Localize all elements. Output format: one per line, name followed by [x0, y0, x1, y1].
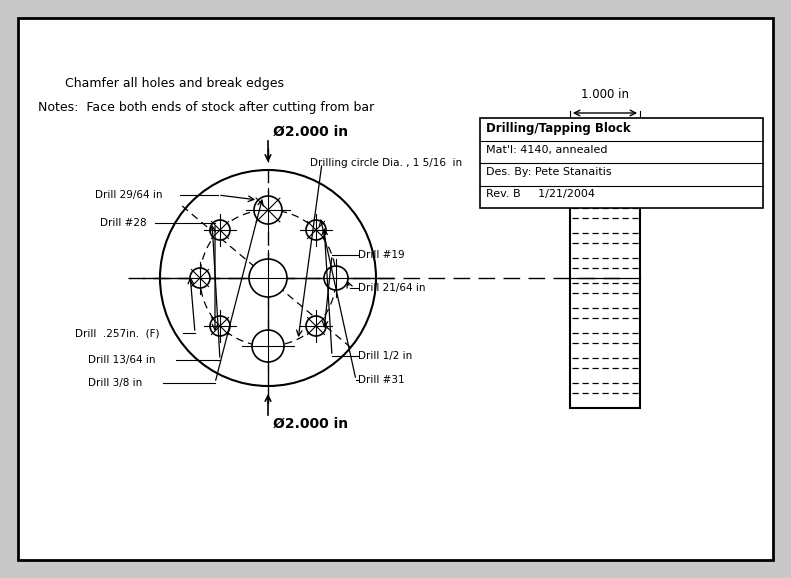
Circle shape [160, 170, 376, 386]
Text: Drill 21/64 in: Drill 21/64 in [358, 283, 426, 293]
Text: Drill #28: Drill #28 [100, 218, 146, 228]
Circle shape [306, 316, 326, 336]
Circle shape [210, 316, 230, 336]
Text: Notes:  Face both ends of stock after cutting from bar: Notes: Face both ends of stock after cut… [38, 102, 374, 114]
Text: Drill 3/8 in: Drill 3/8 in [88, 378, 142, 388]
Circle shape [190, 268, 210, 288]
Text: 1.000 in: 1.000 in [581, 88, 629, 101]
Text: Drill #31: Drill #31 [358, 375, 405, 385]
Bar [480, 118, 763, 208]
Text: Drill 1/2 in: Drill 1/2 in [358, 351, 412, 361]
Text: Des. By: Pete Stanaitis: Des. By: Pete Stanaitis [486, 167, 611, 177]
Text: Ø2.000 in: Ø2.000 in [273, 125, 348, 139]
Circle shape [252, 330, 284, 362]
Text: Mat'l: 4140, annealed: Mat'l: 4140, annealed [486, 144, 607, 154]
Text: Chamfer all holes and break edges: Chamfer all holes and break edges [65, 77, 284, 91]
Text: Drill 13/64 in: Drill 13/64 in [88, 355, 156, 365]
Circle shape [306, 220, 326, 240]
Text: Drilling/Tapping Block: Drilling/Tapping Block [486, 122, 630, 135]
Text: Rev. B     1/21/2004: Rev. B 1/21/2004 [486, 190, 595, 199]
Text: Drill #19: Drill #19 [358, 250, 405, 260]
Text: Drill  .257in.  (F): Drill .257in. (F) [75, 328, 160, 338]
Circle shape [254, 196, 282, 224]
Circle shape [249, 259, 287, 297]
Text: Drilling circle Dia. , 1 5/16  in: Drilling circle Dia. , 1 5/16 in [310, 158, 462, 168]
Text: Ø2.000 in: Ø2.000 in [273, 417, 348, 431]
Circle shape [210, 220, 230, 240]
Text: Drill 29/64 in: Drill 29/64 in [95, 190, 162, 200]
Bar [570, 158, 640, 408]
Circle shape [324, 266, 348, 290]
